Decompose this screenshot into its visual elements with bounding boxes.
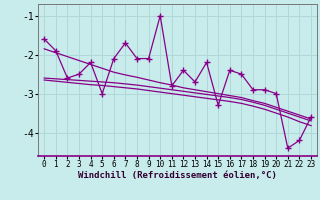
- X-axis label: Windchill (Refroidissement éolien,°C): Windchill (Refroidissement éolien,°C): [78, 171, 277, 180]
